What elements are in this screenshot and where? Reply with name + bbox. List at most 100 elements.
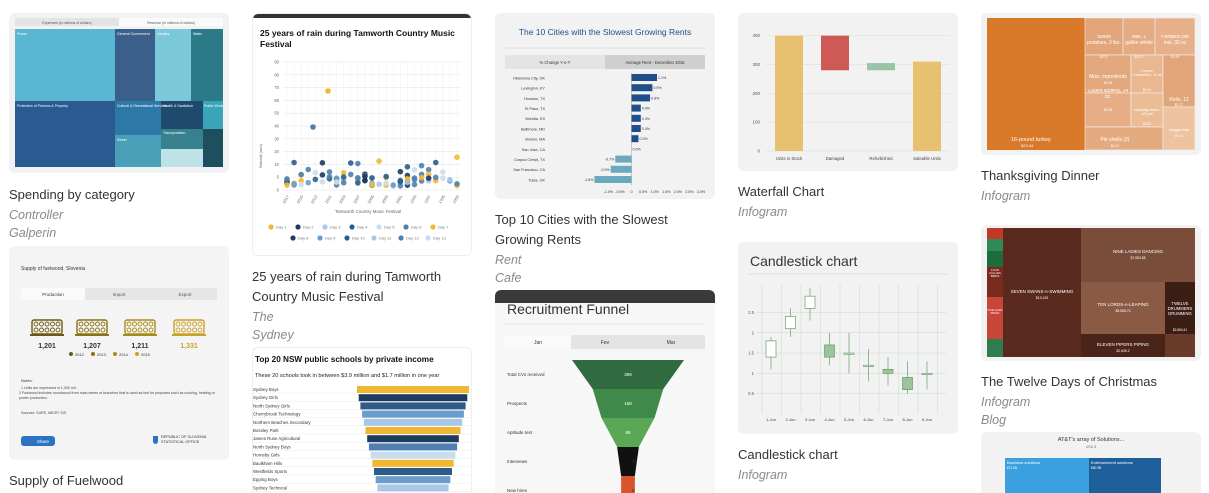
y-tick-label: 0.5 xyxy=(748,391,754,396)
tab-production[interactable]: Production xyxy=(42,292,64,297)
school-bar xyxy=(372,459,454,467)
y-tick-label: 70 xyxy=(274,85,279,90)
x-tick-label: 3-Jun xyxy=(805,417,815,422)
school-label: North Sydney Boys xyxy=(253,444,291,449)
x-tick-label: 2007 xyxy=(352,193,361,204)
waterfall-bar xyxy=(867,63,895,71)
bar-value-label: 0.3% xyxy=(639,137,648,141)
candle-body xyxy=(765,340,777,358)
cell-power: Power xyxy=(17,32,28,36)
tab-fev[interactable]: Fev xyxy=(601,340,610,346)
funnel-stage-label: Prospects xyxy=(507,401,528,406)
bar xyxy=(631,94,651,102)
school-label: Baulkham Hills xyxy=(253,461,283,466)
card-title[interactable]: Spending by category xyxy=(9,187,135,202)
thumbnail[interactable]: The 10 Cities with the Slowest Growing R… xyxy=(495,13,715,199)
thumbnail[interactable]: 400 300 200 100 0 Units in Stock Damaged Refurb… xyxy=(738,13,958,171)
x-category-label: Damaged xyxy=(826,156,845,161)
waterfall-bar xyxy=(913,61,941,151)
legend-label: Day 5 xyxy=(384,225,395,230)
bar xyxy=(631,135,639,143)
card-title[interactable]: Supply of Fuelwood xyxy=(9,473,124,488)
x-tick-label: 1997 xyxy=(423,193,432,204)
bar-category-label: Lexington, KY xyxy=(521,87,545,91)
card-author[interactable]: Infogram xyxy=(738,205,788,219)
x-tick-label: 2015 xyxy=(295,193,304,204)
x-tick-label: 9-Jun xyxy=(922,417,932,422)
chart-subtitle: These 20 schools took in between $3.9 mi… xyxy=(255,373,440,379)
y-tick-label: 0 xyxy=(277,188,280,193)
legend-label: Day 2 xyxy=(303,225,314,230)
bar xyxy=(615,155,632,163)
share-button[interactable] xyxy=(21,436,55,446)
thumbnail[interactable]: 16-pound turkey $23.04 Sweet potatoes, 3… xyxy=(981,13,1201,155)
cell-pumpkin: Pumpkin pie mix, 30 oz xyxy=(1161,35,1189,46)
thumbnail[interactable]: FOUR CALLING BIRDS FIVE GOLD RINGS SEVEN… xyxy=(981,225,1201,361)
bar-category-label: San Francisco, CA xyxy=(513,168,545,172)
cell-stuffing-value: $2.98 xyxy=(1104,108,1113,112)
y-tick-label: 100 xyxy=(752,120,760,125)
legend-swatch xyxy=(317,235,323,241)
thumbnail[interactable]: Expenses (in millions of dollars) Revenu… xyxy=(9,13,229,173)
rain-point xyxy=(305,166,312,173)
cell-misc-value: $3.26 xyxy=(1104,81,1113,85)
card-title[interactable]: Thanksgiving Dinner xyxy=(981,168,1100,183)
card-title[interactable]: Candlestick chart xyxy=(738,447,838,462)
school-label: Northern Beaches Secondary xyxy=(253,420,311,425)
tab-jan[interactable]: Jan xyxy=(534,340,542,346)
school-label: Cherrybrook Technology xyxy=(253,412,301,417)
tab-average-rent[interactable]: Average Rent - December 2016 xyxy=(625,60,685,65)
thumbnail[interactable]: Supply of fuelwood, Slovenia Production … xyxy=(9,246,229,460)
thumbnail[interactable]: Candlestick chart 2.5 2 1.5 1 0.5 1-Jun 2-Jun 3… xyxy=(738,242,958,434)
funnel-stage-value: 89 xyxy=(625,430,631,435)
tab-export[interactable]: Export xyxy=(178,292,192,297)
card-author[interactable]: Infogram xyxy=(981,189,1031,203)
cell-veggie: Veggie tray xyxy=(1169,127,1189,132)
bar-category-label: Houston, TX xyxy=(524,97,546,101)
rain-point xyxy=(397,168,404,175)
rain-point xyxy=(362,177,368,184)
school-bar xyxy=(368,443,458,451)
chart-title: The 10 Cities with the Slowest Growing R… xyxy=(518,27,692,37)
bar-value-label: 0.4% xyxy=(642,117,651,121)
thumbnail[interactable]: Top 20 NSW public schools by private inc… xyxy=(252,347,472,493)
x-tick-label: 1.0% xyxy=(651,190,660,194)
rain-point xyxy=(432,174,439,181)
candle-body xyxy=(785,316,796,330)
x-tick-label: 3.0% xyxy=(697,190,706,194)
card-title[interactable]: Waterfall Chart xyxy=(738,184,825,199)
school-bar xyxy=(370,451,456,459)
rain-point xyxy=(425,175,432,181)
y-tick-label: 1 xyxy=(752,371,755,376)
tab-mar[interactable]: Mar xyxy=(667,340,676,346)
rain-point xyxy=(411,175,418,181)
tab-expenses[interactable]: Expenses (in millions of dollars) xyxy=(42,21,91,25)
note-1: 1 Units are expressed in 1,000 m3. xyxy=(21,386,77,390)
value-2013: 1,207 xyxy=(83,343,101,350)
tab-import[interactable]: Import xyxy=(113,292,127,297)
card-author[interactable]: Infogram xyxy=(738,468,788,482)
thumbnail[interactable]: Recruitment Funnel Jan Fev Mar Total CVs… xyxy=(495,290,715,493)
rain-point xyxy=(319,178,326,185)
funnel-stage-value: 158 xyxy=(624,401,632,406)
y-tick-label: 1.5 xyxy=(748,351,754,356)
thumbnail[interactable]: AT&T's array of Solutions... USD $ Busin… xyxy=(981,432,1201,493)
tab-change[interactable]: % Change Y-o-Y xyxy=(540,60,571,65)
share-label[interactable]: Share xyxy=(37,439,50,444)
school-label: Bossley Park xyxy=(253,428,279,433)
y-tick-label: 40 xyxy=(274,124,279,129)
thumbnail[interactable]: 25 years of rain during Tamworth Country… xyxy=(252,13,472,256)
card-author[interactable]: Controller Galperin xyxy=(9,208,64,240)
tab-revenue[interactable]: Revenue (in millions of dollars) xyxy=(147,21,195,25)
card-title[interactable]: Top 10 Cities with the Slowest Growing R… xyxy=(495,212,668,247)
cell-entertainment-value: $50.9B xyxy=(1091,466,1101,470)
card-author[interactable]: Infogram Blog xyxy=(981,395,1031,427)
waterfall-chart: 400 300 200 100 0 Units in Stock Damaged Refurb… xyxy=(752,33,950,161)
card-title[interactable]: 25 years of rain during Tamworth Country… xyxy=(252,269,442,304)
card-author[interactable]: Rent Cafe xyxy=(495,253,522,285)
cell-eleven-pipers: ELEVEN PIPERS PIPING xyxy=(1097,342,1150,347)
card-title[interactable]: The Twelve Days of Christmas xyxy=(981,374,1158,389)
x-tick-label: 1-Jun xyxy=(766,417,776,422)
bar xyxy=(594,176,632,183)
x-tick-label: 2013 xyxy=(310,193,319,204)
